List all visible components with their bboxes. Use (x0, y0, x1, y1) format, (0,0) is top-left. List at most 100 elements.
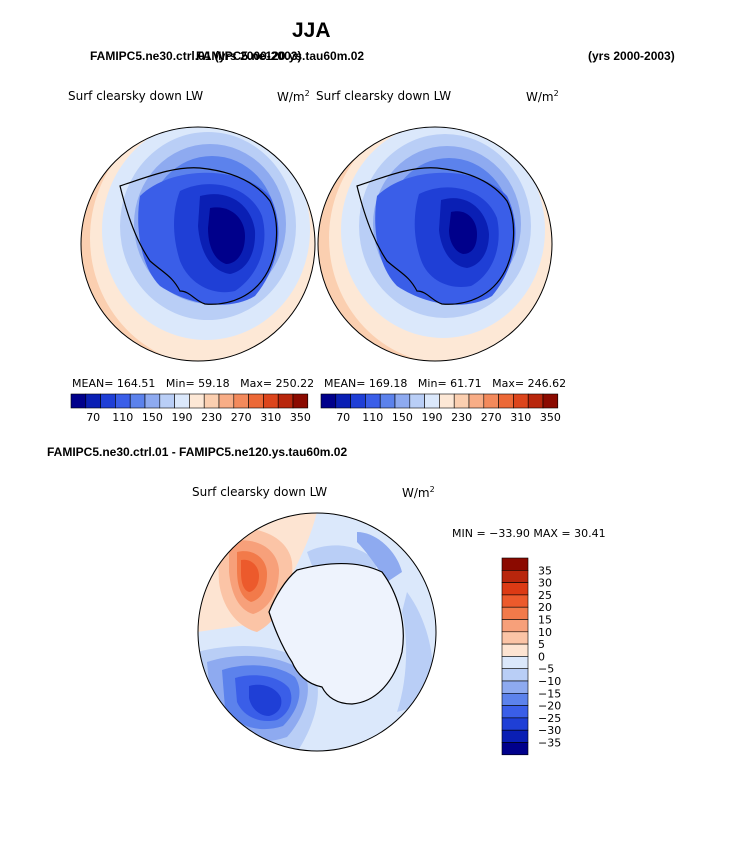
colorbar-swatch (394, 393, 411, 409)
colorbar-swatch (100, 393, 116, 409)
colorbar-tick-label: 20 (538, 601, 552, 614)
left-min: 59.18 (198, 377, 230, 390)
colorbar-swatch (501, 693, 529, 706)
colorbar-tick-label: −20 (538, 700, 561, 713)
colorbar-swatch (439, 393, 455, 409)
colorbar-swatch (542, 393, 559, 409)
main-title: JJA (292, 19, 331, 42)
right-polar-map (317, 126, 553, 362)
colorbar-tick-label: 0 (538, 650, 545, 663)
colorbar-tick-label: 270 (231, 411, 252, 424)
colorbar-swatch (527, 393, 544, 409)
colorbar-tick-label: −15 (538, 687, 561, 700)
colorbar-swatch (501, 680, 529, 694)
left-max: 250.22 (275, 377, 315, 390)
colorbar-tick-label: 30 (538, 577, 552, 590)
colorbar-tick-label: 150 (392, 411, 413, 424)
colorbar-swatch (144, 393, 161, 409)
colorbar-swatch (335, 393, 351, 409)
colorbar-swatch (248, 393, 264, 409)
colorbar-swatch (498, 393, 514, 409)
colorbar-swatch (85, 393, 101, 409)
colorbar-swatch (159, 393, 175, 409)
right-min-label: Min= (417, 377, 447, 390)
colorbar-tick-label: 10 (538, 626, 552, 639)
right-units: W/m2 (526, 89, 559, 104)
colorbar-tick-label: 230 (201, 411, 222, 424)
left-stats: MEAN= 164.51 Min= 59.18 Max= 250.22 (72, 377, 314, 390)
colorbar-swatch (174, 393, 190, 409)
left-polar-map (80, 126, 316, 362)
colorbar-swatch (513, 393, 529, 409)
colorbar-tick-label: 110 (112, 411, 133, 424)
right-units-exp: 2 (553, 89, 559, 98)
colorbar-swatch (277, 393, 294, 409)
colorbar-swatch (189, 393, 205, 409)
colorbar-tick-label: 150 (142, 411, 163, 424)
colorbar-left: 70 110 150 190 230 270 310 350 (70, 393, 311, 424)
diff-field-label: Surf clearsky down LW (192, 485, 328, 499)
colorbar-swatch (501, 643, 529, 657)
colorbar-tick-label: 110 (362, 411, 383, 424)
left-mean-label: MEAN= (72, 377, 114, 390)
right-mean: 169.18 (368, 377, 408, 390)
colorbar-tick-label: 310 (260, 411, 281, 424)
colorbar-tick-label: 230 (451, 411, 472, 424)
colorbar-swatch (501, 705, 529, 719)
right-min: 61.71 (450, 377, 482, 390)
colorbar-tick-label: −30 (538, 724, 561, 737)
colorbar-swatch (263, 393, 279, 409)
colorbar-swatch (70, 393, 87, 409)
diff-units: W/m2 (402, 485, 435, 500)
colorbar-tick-label: 350 (290, 411, 311, 424)
colorbar-swatch (129, 393, 146, 409)
colorbar-swatch (501, 594, 529, 608)
colorbar-tick-label: 5 (538, 638, 545, 651)
colorbar-swatch (453, 393, 470, 409)
colorbar-swatch (292, 393, 309, 409)
left-units: W/m2 (277, 89, 310, 104)
colorbar-swatch (115, 393, 131, 409)
right-max-label: Max= (492, 377, 525, 390)
colorbar-swatch (501, 742, 529, 756)
left-field-label: Surf clearsky down LW (68, 89, 204, 103)
colorbar-swatch (483, 393, 499, 409)
right-units-base: W/m (526, 90, 554, 104)
colorbar-swatch (350, 393, 366, 409)
colorbar-swatch (501, 668, 529, 682)
colorbar-tick-label: 190 (172, 411, 193, 424)
right-mean-label: MEAN= (324, 377, 366, 390)
colorbar-tick-label: 350 (540, 411, 561, 424)
colorbar-swatch (218, 393, 235, 409)
colorbar-tick-label: 190 (422, 411, 443, 424)
colorbar-tick-label: −10 (538, 675, 561, 688)
diff-title: FAMIPC5.ne30.ctrl.01 - FAMIPC5.ne120.ys.… (47, 445, 348, 459)
colorbar-tick-label: 35 (538, 564, 552, 577)
colorbar-tick-label: 270 (481, 411, 502, 424)
colorbar-tick-label: 310 (510, 411, 531, 424)
left-min-label: Min= (165, 377, 195, 390)
colorbar-swatch (365, 393, 381, 409)
colorbar-tick-label: 25 (538, 589, 552, 602)
colorbar-swatch (409, 393, 425, 409)
left-units-exp: 2 (304, 89, 310, 98)
colorbar-swatch (424, 393, 440, 409)
colorbar-swatch (501, 717, 529, 731)
colorbar-swatch (379, 393, 396, 409)
case-label-b: FAMIPC5.ne120.ys.tau60m.02 (196, 49, 365, 63)
diff-polar-map (197, 512, 437, 752)
colorbar-swatch (501, 606, 529, 620)
right-max: 246.62 (527, 377, 567, 390)
colorbar-right: 70 110 150 190 230 270 310 350 (320, 393, 561, 424)
colorbar-tick-label: 70 (86, 411, 100, 424)
right-field-label: Surf clearsky down LW (316, 89, 452, 103)
colorbar-swatch (501, 557, 529, 571)
colorbar-swatch (501, 729, 529, 743)
colorbar-swatch (320, 393, 337, 409)
diff-units-base: W/m (402, 486, 430, 500)
diff-units-exp: 2 (429, 485, 435, 494)
right-stats: MEAN= 169.18 Min= 61.71 Max= 246.62 (324, 377, 566, 390)
colorbar-swatch (468, 393, 485, 409)
colorbar-swatch (501, 619, 529, 633)
